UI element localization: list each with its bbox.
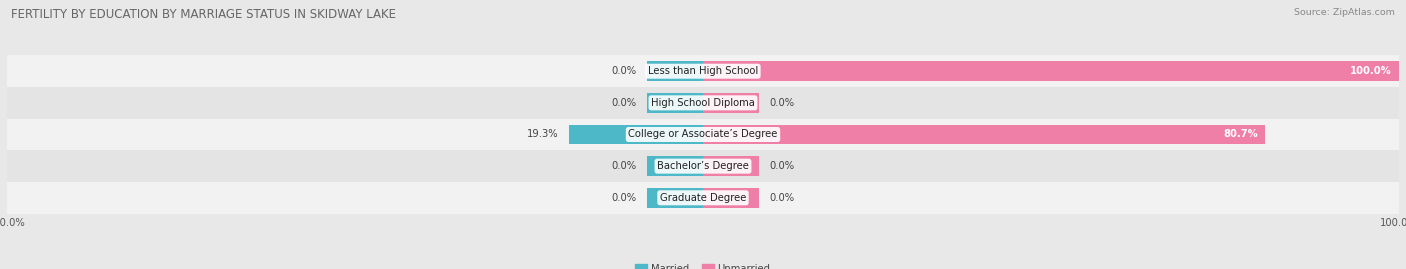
Legend: Married, Unmarried: Married, Unmarried xyxy=(631,260,775,269)
Bar xyxy=(647,93,703,113)
Bar xyxy=(7,150,1399,182)
Text: 0.0%: 0.0% xyxy=(769,98,794,108)
Bar xyxy=(703,156,759,176)
Text: 19.3%: 19.3% xyxy=(527,129,558,140)
Text: Bachelor’s Degree: Bachelor’s Degree xyxy=(657,161,749,171)
Bar xyxy=(647,156,703,176)
Text: Less than High School: Less than High School xyxy=(648,66,758,76)
Bar xyxy=(703,93,759,113)
Bar xyxy=(703,188,759,208)
Bar xyxy=(568,125,703,144)
Text: 0.0%: 0.0% xyxy=(769,193,794,203)
Bar xyxy=(647,188,703,208)
Text: 100.0%: 100.0% xyxy=(1350,66,1392,76)
Text: 80.7%: 80.7% xyxy=(1223,129,1258,140)
Text: Graduate Degree: Graduate Degree xyxy=(659,193,747,203)
Text: 0.0%: 0.0% xyxy=(612,66,637,76)
Bar xyxy=(647,61,703,81)
Bar xyxy=(7,119,1399,150)
Text: 0.0%: 0.0% xyxy=(612,193,637,203)
Text: FERTILITY BY EDUCATION BY MARRIAGE STATUS IN SKIDWAY LAKE: FERTILITY BY EDUCATION BY MARRIAGE STATU… xyxy=(11,8,396,21)
Text: 0.0%: 0.0% xyxy=(612,98,637,108)
Text: High School Diploma: High School Diploma xyxy=(651,98,755,108)
Text: 0.0%: 0.0% xyxy=(612,161,637,171)
Bar xyxy=(703,61,1399,81)
Bar xyxy=(703,125,1264,144)
Text: Source: ZipAtlas.com: Source: ZipAtlas.com xyxy=(1294,8,1395,17)
Bar xyxy=(7,182,1399,214)
Bar xyxy=(7,87,1399,119)
Text: College or Associate’s Degree: College or Associate’s Degree xyxy=(628,129,778,140)
Text: 0.0%: 0.0% xyxy=(769,161,794,171)
Bar xyxy=(7,55,1399,87)
